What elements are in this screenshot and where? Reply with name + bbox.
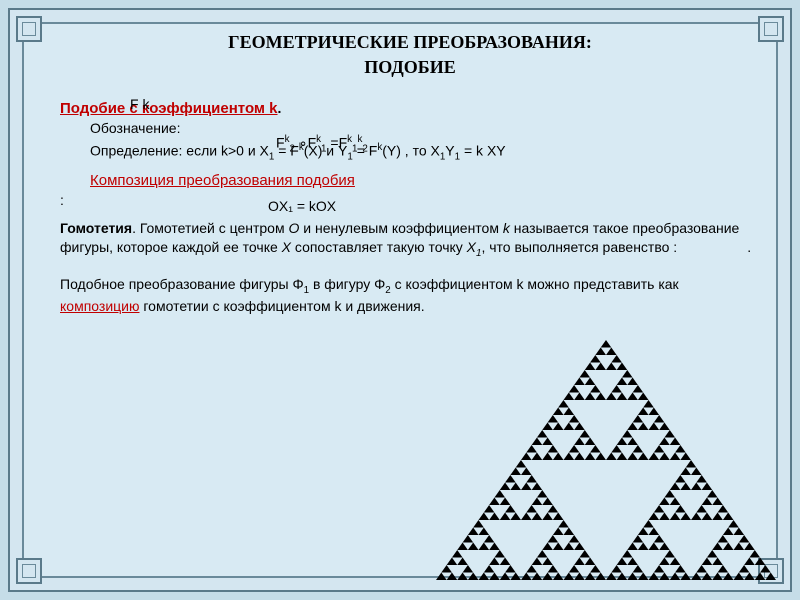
comp-h: Композиция преобразования подобия (90, 172, 355, 189)
slide-title: ГЕОМЕТРИЧЕСКИЕ ПРЕОБРАЗОВАНИЯ: ПОДОБИЕ (60, 30, 760, 80)
hom-t: и ненулевым коэффициентом (299, 220, 503, 236)
ov-fk: F k (130, 96, 149, 112)
overlay-Fk: F k (130, 96, 149, 112)
s3-phi: Φ (292, 276, 303, 292)
hom-O: О (288, 220, 299, 236)
title-line-1: ГЕОМЕТРИЧЕСКИЕ ПРЕОБРАЗОВАНИЯ: (228, 32, 592, 52)
ov-ox: OX₁ = kOX (268, 198, 336, 214)
ov-t: ∘F (295, 135, 316, 151)
hom-k: k (503, 220, 510, 236)
s3-t: Подобное преобразование фигуры (60, 276, 292, 292)
hom-t: . Гомотетией с центром (132, 220, 288, 236)
ov-t: =F (327, 135, 348, 151)
s3-phi: Φ (374, 276, 385, 292)
overlay-OX: OX₁ = kOX (268, 198, 336, 214)
ov-t: 1 (352, 143, 357, 154)
hom-dot: . (747, 239, 751, 255)
def-t: = k XY (460, 143, 506, 159)
hom-X: X (282, 239, 291, 255)
ov-t: 2 (362, 143, 367, 154)
hom-t: сопоставляет такую точку (291, 239, 467, 255)
definition-line: Определение: если k>0 и X1 = Fk(X) и Y1 … (90, 141, 760, 164)
heading-period: . (278, 100, 282, 116)
title-line-2: ПОДОБИЕ (364, 57, 455, 77)
s3-t: в фигуру (309, 276, 374, 292)
def-t: Определение: если k>0 и X (90, 143, 269, 159)
slide-content: ГЕОМЕТРИЧЕСКИЕ ПРЕОБРАЗОВАНИЯ: ПОДОБИЕ П… (60, 30, 760, 325)
corner-ornament (16, 558, 42, 584)
s3-t: гомотетии с коэффициентом k и движения. (139, 298, 424, 314)
notation-label: Обозначение: (90, 120, 180, 136)
comp-colon: : (60, 192, 64, 208)
sierpinski-triangle (436, 340, 776, 580)
overlay-composition-formula: Fk2 ∘Fk1 =Fk1k2 (276, 134, 368, 154)
hom-t: , что выполняется равенство : (481, 239, 677, 255)
corner-ornament (758, 16, 784, 42)
ov-t: F (276, 135, 285, 151)
homothety-heading: Гомотетия (60, 220, 132, 236)
similarity-heading: Подобие с коэффициентом k (60, 100, 278, 117)
def-t: (Y) , то X (382, 143, 440, 159)
def-t: Y (445, 143, 454, 159)
section-similarity: Подобие с коэффициентом k. Обозначение: … (60, 98, 760, 210)
notation-line: Обозначение: (90, 119, 760, 139)
sierpinski-svg (436, 340, 776, 580)
section-homothety: Гомотетия. Гомотетией с центром О и нену… (60, 219, 760, 261)
def-sub: 1 (269, 151, 274, 162)
composition-heading: Композиция преобразования подобия (90, 170, 760, 191)
s3-t: с коэффициентом k можно представить как (391, 276, 679, 292)
s3-link: композицию (60, 298, 139, 314)
section-composition-text: Подобное преобразование фигуры Φ1 в фигу… (60, 275, 760, 317)
hom-X1: X (467, 239, 476, 255)
corner-ornament (16, 16, 42, 42)
